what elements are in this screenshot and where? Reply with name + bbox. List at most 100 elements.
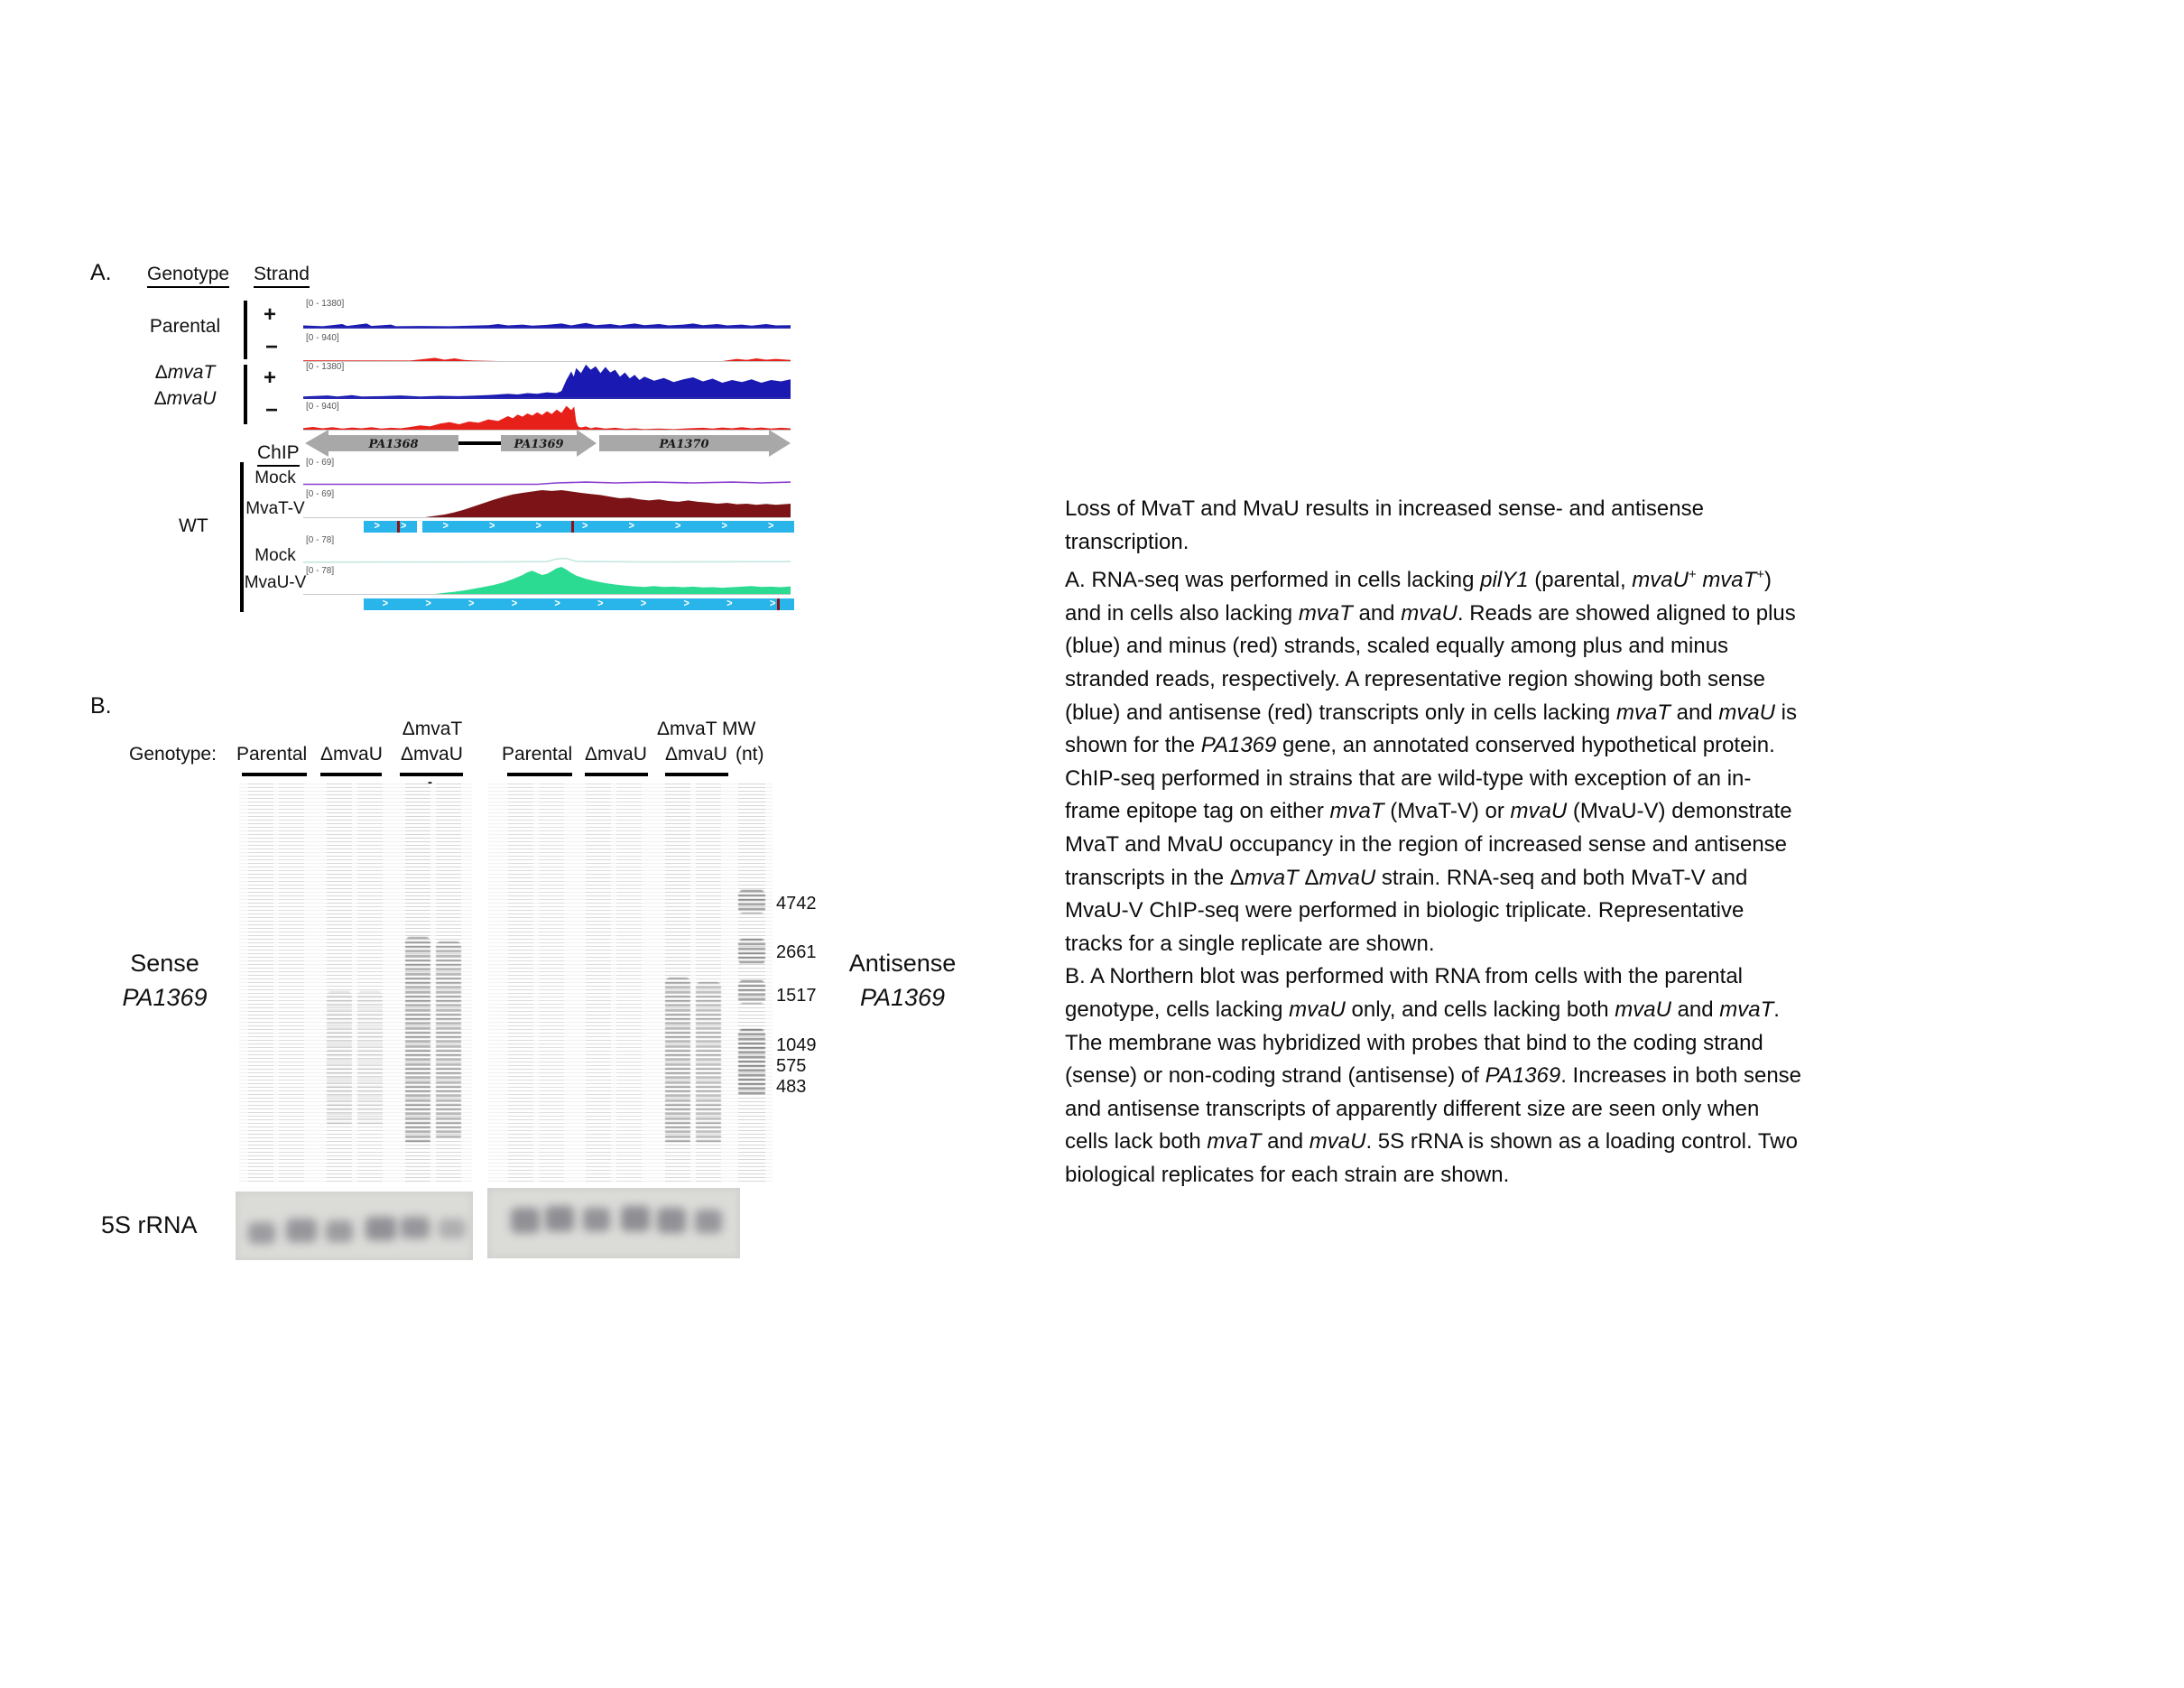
- figure-caption: Loss of MvaT and MvaU results in increas…: [1065, 493, 1958, 1192]
- coverage-profile-mvau-v: [303, 567, 791, 594]
- coverage-profile-mvat-v: [303, 490, 791, 517]
- caption-text: +: [1756, 568, 1764, 583]
- chip-track-mock1: [0 - 69]: [303, 458, 791, 486]
- caption-gene-name: mvaU: [1615, 997, 1671, 1022]
- blot-lane: [327, 784, 352, 1183]
- wt-label: WT: [179, 515, 208, 536]
- track-scale-label: [0 - 78]: [306, 535, 335, 545]
- caption-line: tracks for a single replicate are shown.: [1065, 928, 1958, 961]
- caption-text: and: [1670, 700, 1719, 725]
- blot-smear: [665, 978, 690, 1145]
- mw-label-483: 483: [776, 1077, 807, 1097]
- genotype-row-parental: Parental: [149, 316, 221, 337]
- gel-band: [621, 1206, 650, 1231]
- feature-tick: [776, 598, 780, 610]
- blot-smear: [738, 890, 765, 914]
- blot-texture: [488, 784, 773, 1183]
- lane-marker: [320, 773, 382, 776]
- coverage-profile-delta-plus: [303, 364, 791, 397]
- caption-line: genotype, cells lacking mvaU only, and c…: [1065, 994, 1958, 1027]
- blot-smear: [738, 980, 765, 1004]
- gel-band: [439, 1219, 466, 1238]
- strand-chevron-icon: >: [769, 598, 776, 610]
- track-scale-label: [0 - 940]: [306, 402, 339, 412]
- gel-band: [545, 1206, 574, 1231]
- caption-line: B. A Northern blot was performed with RN…: [1065, 960, 1958, 994]
- caption-text: . 5S rRNA is shown as a loading control.…: [1365, 1129, 1798, 1155]
- svg-text:PA1369: PA1369: [513, 438, 563, 451]
- chip-track-mvat-v: [0 - 69]: [303, 489, 791, 518]
- caption-text: stranded reads, respectively. A represen…: [1065, 666, 1766, 691]
- caption-text: (blue) and antisense (red) transcripts o…: [1065, 700, 1616, 725]
- loading-gel-left: [236, 1192, 473, 1260]
- mw-label-1049: 1049: [776, 1035, 817, 1055]
- caption-gene-name: PA1369: [1200, 733, 1277, 758]
- caption-text: transcription.: [1065, 529, 1189, 554]
- track-scale-label: [0 - 940]: [306, 333, 339, 343]
- loading-gel-right: [487, 1188, 740, 1258]
- annotation-bar-mvau: > > > > > > > > > >: [364, 598, 794, 610]
- lane-label-dmvau-2: ΔmvaU: [401, 744, 463, 765]
- genotype-row-delta-mvau: ΔmvaU: [135, 388, 235, 410]
- caption-line: MvaT and MvaU occupancy in the region of…: [1065, 829, 1958, 862]
- genotype-prefix: Genotype:: [129, 744, 217, 765]
- wt-bracket: [240, 462, 244, 612]
- gel-band: [583, 1208, 610, 1231]
- strand-column-header: Strand: [254, 264, 310, 288]
- gel-band: [657, 1208, 686, 1233]
- caption-text: transcripts in the Δ: [1065, 865, 1245, 890]
- strand-chevron-icon: >: [425, 598, 431, 610]
- blot-lane: [357, 784, 383, 1183]
- lane-label-dmvau-3: ΔmvaU: [585, 744, 647, 765]
- strand-chevron-icon: >: [489, 520, 495, 533]
- strand-chevron-icon: >: [382, 598, 389, 610]
- northern-blot-sense: [239, 784, 472, 1183]
- strand-chevron-icon: >: [535, 520, 541, 533]
- caption-text: and antisense transcripts of apparently …: [1065, 1096, 1760, 1121]
- lane-marker: [665, 773, 728, 776]
- caption-text: is: [1775, 700, 1798, 725]
- minus-mark: -: [428, 774, 432, 790]
- caption-text: . Reads are showed aligned to plus: [1457, 600, 1796, 626]
- caption-line: The membrane was hybridized with probes …: [1065, 1027, 1958, 1061]
- lane-label-dmvau-1: ΔmvaU: [320, 744, 383, 765]
- rnaseq-track-parental-minus: [0 - 940]: [303, 333, 791, 362]
- svg-text:PA1368: PA1368: [367, 438, 418, 451]
- caption-text: +: [1688, 568, 1697, 583]
- caption-gene-name: mvaU: [1510, 799, 1568, 824]
- lane-label-dmvau-4: ΔmvaU: [665, 744, 727, 765]
- caption-line: Loss of MvaT and MvaU results in increas…: [1065, 493, 1958, 526]
- antisense-gene-label: PA1369: [859, 984, 946, 1011]
- rnaseq-track-parental-plus: [0 - 1380]: [303, 299, 791, 329]
- strand-minus-delta: −: [265, 398, 279, 422]
- caption-gene-name: pilY1: [1480, 568, 1529, 593]
- blot-lane: [616, 784, 642, 1183]
- units-label-nt: (nt): [736, 744, 764, 765]
- genotype-row-delta-mvat: ΔmvaT: [135, 362, 235, 384]
- caption-text: genotype, cells lacking: [1065, 997, 1290, 1022]
- mvau-gene-name: mvaU: [166, 388, 217, 409]
- caption-text: .: [1773, 997, 1780, 1022]
- svg-text:PA1370: PA1370: [658, 438, 708, 451]
- genotype-column-header: Genotype: [147, 264, 230, 288]
- strand-chevron-icon: >: [597, 598, 604, 610]
- caption-text: A. RNA-seq was performed in cells lackin…: [1065, 568, 1481, 593]
- caption-line: shown for the PA1369 gene, an annotated …: [1065, 729, 1958, 763]
- chip-row-mvau-v: MvaU-V: [244, 573, 307, 592]
- strand-chevron-icon: >: [401, 520, 407, 533]
- coverage-profile-delta-minus: [303, 405, 791, 430]
- annotation-bar-mvat-right: > > > > > > > >: [422, 520, 794, 533]
- strand-chevron-icon: >: [628, 520, 634, 533]
- coverage-profile-mock2: [303, 536, 791, 563]
- blot-lane: [508, 784, 533, 1183]
- caption-gene-name: PA1369: [1485, 1063, 1561, 1089]
- strand-chevron-icon: >: [640, 598, 647, 610]
- header-delta-mvat-mw: ΔmvaT MW: [657, 719, 756, 739]
- caption-text: and: [1352, 600, 1402, 626]
- chip-row-mvat-v: MvaT-V: [245, 499, 305, 518]
- rnaseq-track-delta-plus: [0 - 1380]: [303, 362, 791, 399]
- strand-chevron-icon: >: [726, 598, 733, 610]
- chip-row-mock2: Mock: [254, 546, 296, 565]
- chip-row-mock1: Mock: [254, 468, 296, 487]
